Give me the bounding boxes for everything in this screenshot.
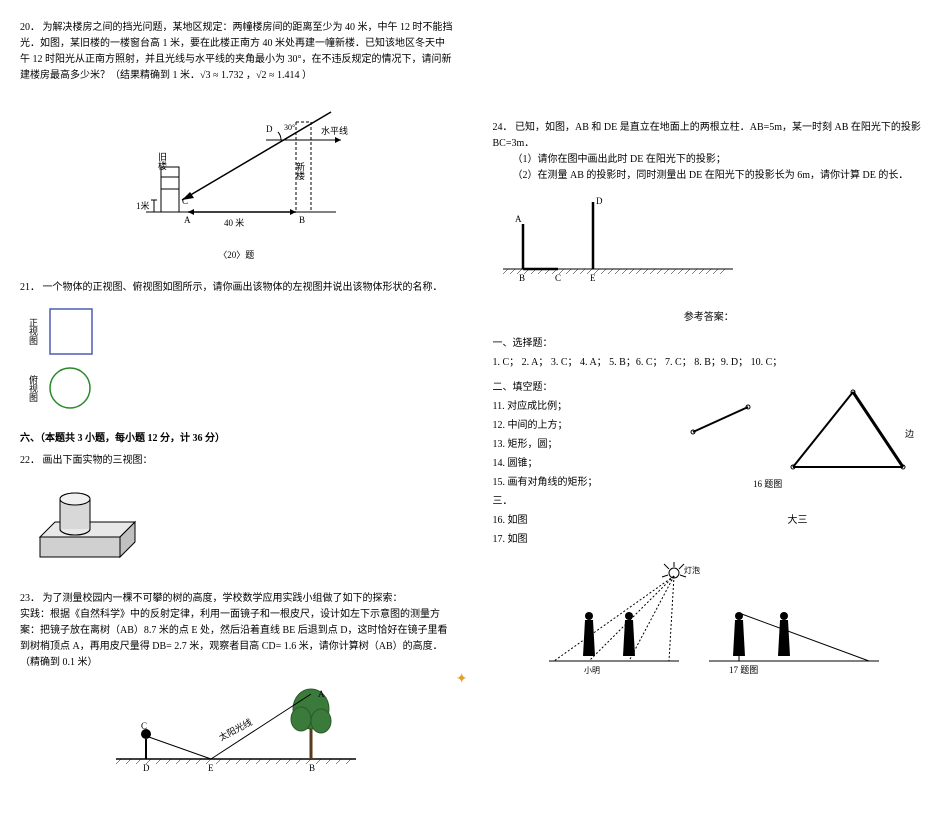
fig16-label: 16 题图 [753, 479, 782, 489]
figure-22 [20, 477, 453, 573]
a13: 13. 矩形，圆； [493, 437, 663, 453]
top-view-row: 俯视图 [20, 363, 453, 413]
figure-16-svg: 边 16 题图 [673, 377, 923, 507]
problem-text-line1: 为了测量校园内一棵不可攀的树的高度，学校数学应用实践小组做了如下的探索： [43, 593, 403, 604]
figure-24-svg: A B C D E [493, 194, 743, 284]
top-view-label: 俯视图 [20, 375, 40, 402]
label-horizontal: 水平线 [321, 125, 348, 136]
label-new: 新楼 [295, 161, 305, 181]
answers-left: 二、填空题： 11. 对应成比例； 12. 中间的上方； 13. 矩形，圆； 1… [493, 377, 663, 551]
page-container: 20． 为解决楼房之间的挡光问题，某地区规定：两幢楼房间的距离至少为 40 米，… [20, 20, 925, 798]
label-d: D [266, 124, 273, 134]
figure-20-svg: 1米 C 旧楼 A B 40 米 [106, 92, 366, 242]
label-30: 30° [284, 123, 295, 132]
problem-number: 23． [20, 593, 40, 604]
figure-16-area: 边 16 题图 大三 [673, 377, 923, 529]
label-xiaoming: 小明 [584, 666, 600, 675]
label-e: E [208, 763, 214, 773]
problem-number: 22． [20, 455, 40, 466]
label-a: A [515, 214, 522, 224]
a15: 15. 画有对角线的矩形； [493, 475, 663, 491]
a11: 11. 对应成比例； [493, 399, 663, 415]
front-view-row: 正视图 [20, 304, 453, 359]
section-6-header: 六、（本题共 3 小题，每小题 12 分，计 36 分） [20, 431, 453, 447]
top-view-circle [40, 363, 100, 413]
a17: 17. 如图 [493, 532, 663, 548]
label-d: D [143, 763, 150, 773]
a14: 14. 圆锥； [493, 456, 663, 472]
figure-23-svg: C D E A B 太阳光线 [96, 679, 376, 774]
person-1 [583, 612, 595, 656]
side-label: 大三 [673, 513, 923, 529]
a16: 16. 如图 [493, 513, 663, 529]
answers-title: 参考答案： [493, 310, 926, 326]
figure-23: C D E A B 太阳光线 ✦ [20, 679, 453, 780]
fig17-caption: 17 题图 [729, 665, 758, 675]
problem-text-line3: （2）在测量 AB 的投影时，同时测量出 DE 在阳光下的投影长为 6m，请你计… [493, 168, 926, 184]
front-view-rect [40, 304, 100, 359]
label-light: 灯泡 [684, 565, 700, 575]
right-column: 24． 已知，如图，AB 和 DE 是直立在地面上的两根立柱．AB=5m，某一时… [493, 20, 926, 798]
left-column: 20． 为解决楼房之间的挡光问题，某地区规定：两幢楼房间的距离至少为 40 米，… [20, 20, 453, 798]
answers-section2: 二、填空题： [493, 380, 663, 396]
problem-20: 20． 为解决楼房之间的挡光问题，某地区规定：两幢楼房间的距离至少为 40 米，… [20, 20, 453, 262]
label-d: D [596, 196, 603, 206]
a12: 12. 中间的上方； [493, 418, 663, 434]
problem-text-line2: （1）请你在图中画出此时 DE 在阳光下的投影； [493, 152, 926, 168]
label-1m: 1米 [136, 200, 150, 211]
side-label-da3: 边 [905, 429, 914, 439]
figure-24: A B C D E [493, 194, 926, 290]
problem-21: 21． 一个物体的正视图、俯视图如图所示，请你画出该物体的左视图并说出该物体形状… [20, 280, 453, 413]
problem-text: 为解决楼房之间的挡光问题，某地区规定：两幢楼房间的距离至少为 40 米，中午 1… [20, 22, 453, 81]
label-b: B [309, 763, 315, 773]
label-a: A [184, 215, 191, 225]
figure-17-svg: 灯泡 小明 [529, 561, 889, 681]
problem-22: 22． 画出下面实物的三视图： [20, 453, 453, 573]
label-c: C [555, 273, 561, 283]
label-old: 旧楼 [157, 152, 167, 171]
star-icon: ✦ [456, 669, 468, 691]
problem-number: 24． [493, 122, 513, 133]
answers-section3: 三． [493, 494, 663, 510]
figure-20-caption: 〈20〉题 [20, 248, 453, 262]
answers-section1: 一、选择题： [493, 336, 926, 352]
label-a: A [318, 689, 325, 699]
front-view-label: 正视图 [20, 318, 40, 345]
problem-24: 24． 已知，如图，AB 和 DE 是直立在地面上的两根立柱．AB=5m，某一时… [493, 120, 926, 290]
problem-text-line2: 实践：根据《自然科学》中的反射定律，利用一面镜子和一根皮尺，设计如左下示意图的测… [20, 607, 453, 671]
label-40m: 40 米 [224, 217, 244, 228]
problem-23: 23． 为了测量校园内一棵不可攀的树的高度，学校数学应用实践小组做了如下的探索：… [20, 591, 453, 780]
figure-17: 灯泡 小明 [493, 561, 926, 687]
problem-text: 一个物体的正视图、俯视图如图所示，请你画出该物体的左视图并说出该物体形状的名称． [43, 282, 443, 293]
problem-text: 画出下面实物的三视图： [43, 455, 153, 466]
problem-text-line1: 已知，如图，AB 和 DE 是直立在地面上的两根立柱．AB=5m，某一时刻 AB… [493, 122, 921, 149]
figure-22-svg [20, 477, 160, 567]
figure-20: 1米 C 旧楼 A B 40 米 [20, 92, 453, 262]
answers-choices: 1. C； 2. A； 3. C； 4. A； 5. B；6. C； 7. C；… [493, 355, 926, 371]
label-b: B [299, 215, 305, 225]
label-c: C [141, 721, 147, 731]
label-e: E [590, 273, 596, 283]
label-sun: 太阳光线 [217, 717, 254, 744]
person-4 [778, 612, 790, 656]
person-2 [623, 612, 635, 656]
label-b: B [519, 273, 525, 283]
problem-number: 21． [20, 282, 40, 293]
problem-number: 20． [20, 22, 40, 33]
